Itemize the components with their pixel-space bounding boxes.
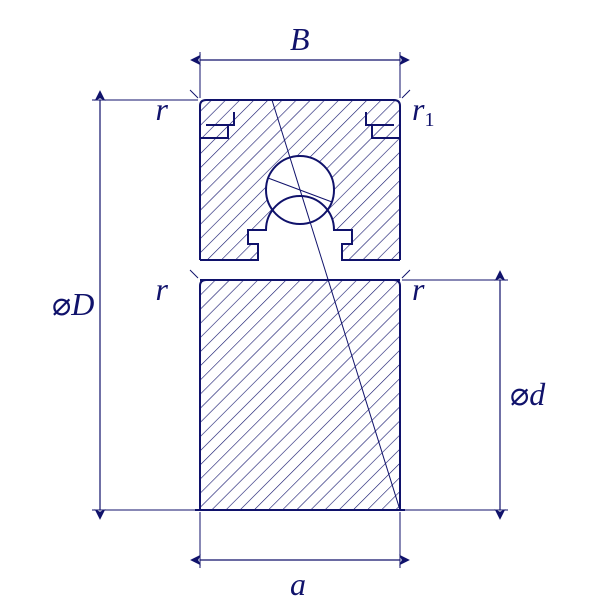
bearing-cross-section-diagram: ⌀D ⌀d B a r r1 r r	[0, 0, 600, 600]
label-d: ⌀d	[510, 376, 546, 412]
dimension-B	[200, 52, 400, 98]
label-r1-top-right: r1	[412, 91, 434, 131]
dimension-a	[200, 512, 400, 568]
label-r-top-left: r	[156, 91, 169, 127]
section-body	[190, 90, 410, 510]
label-r-mid-right: r	[412, 271, 425, 307]
dimension-d	[402, 280, 508, 510]
label-D: ⌀D	[52, 286, 94, 322]
label-r-mid-left: r	[156, 271, 169, 307]
label-a: a	[290, 566, 306, 600]
label-B: B	[290, 21, 310, 57]
dimension-D	[92, 100, 198, 510]
